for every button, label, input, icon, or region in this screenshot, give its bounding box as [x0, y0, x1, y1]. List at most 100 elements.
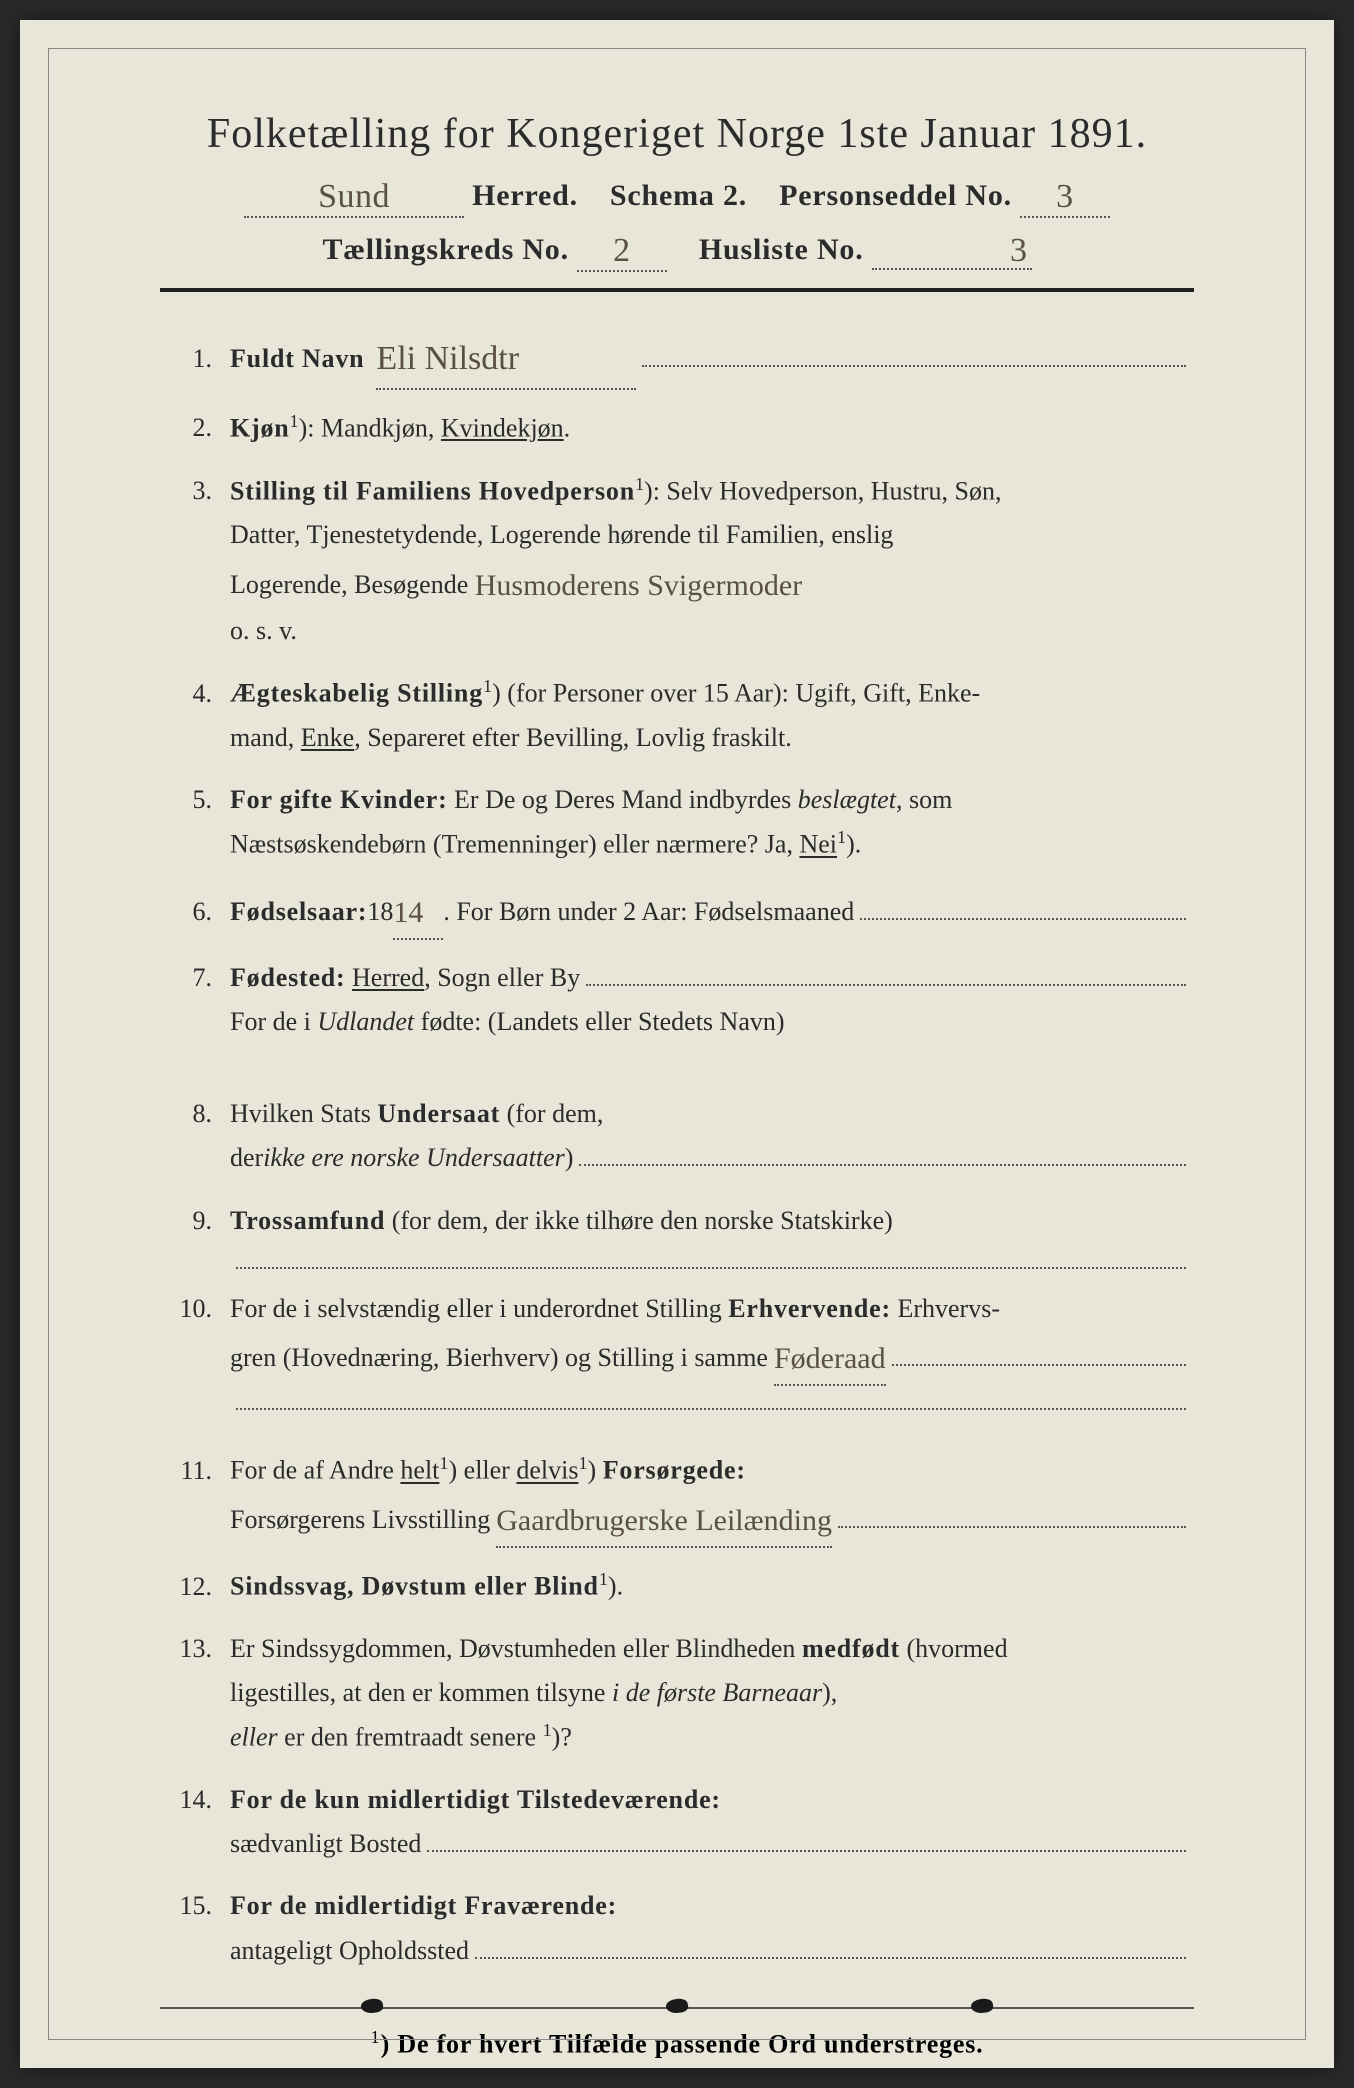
q3-label: Stilling til Familiens Hovedperson [230, 476, 635, 505]
q2-sup: 1 [290, 411, 299, 431]
q11-u1: helt [400, 1456, 439, 1485]
q8-line2a: der [230, 1136, 263, 1180]
q11-fill [838, 1502, 1186, 1528]
q4: 4. Ægteskabelig Stilling1) (for Personer… [168, 671, 1186, 760]
q3-line4: o. s. v. [230, 616, 297, 645]
herred-label: Herred. [472, 179, 578, 212]
q12-num: 12. [168, 1565, 230, 1609]
footnote-text: ) De for hvert Tilfælde passende Ord und… [381, 2029, 984, 2058]
q8-italic: ikke ere norske Undersaatter [263, 1136, 565, 1180]
q14-label: For de kun midlertidigt Tilstedeværende: [230, 1785, 721, 1814]
q11-line2a: Forsørgerens Livsstilling [230, 1498, 490, 1542]
header-block: Folketælling for Kongeriget Norge 1ste J… [120, 110, 1234, 270]
q4-line1: ) (for Personer over 15 Aar): Ugift, Gif… [492, 679, 980, 708]
q2-text-b: . [564, 413, 571, 442]
q11-hand: Gaardbrugerske Leilænding [496, 1495, 832, 1548]
q7-underlined: Herred [352, 956, 424, 1000]
q10-line2: gren (Hovednæring, Bierhverv) og Stillin… [230, 1336, 768, 1380]
q2: 2. Kjøn1): Mandkjøn, Kvindekjøn. [168, 406, 1186, 451]
q7-line2a: For de i [230, 1007, 317, 1036]
q13-line3c: )? [552, 1723, 572, 1752]
q2-text-a: ): Mandkjøn, [299, 413, 441, 442]
q5-italic: beslægtet [798, 785, 896, 814]
q5-label: For gifte Kvinder: [230, 785, 448, 814]
q11-num: 11. [168, 1449, 230, 1493]
q6-text2: . For Børn under 2 Aar: Fødselsmaaned [443, 890, 854, 934]
husliste-hand: 3 [872, 230, 1032, 270]
personseddel-label: Personseddel No. [779, 179, 1012, 212]
q10-fill2 [236, 1384, 1186, 1410]
q12-sup: 1 [599, 1569, 608, 1589]
q15-fill [475, 1933, 1186, 1959]
q5-line2a: Næstsøskendebørn (Tremenninger) eller næ… [230, 830, 799, 859]
q11-sup1: 1 [439, 1453, 448, 1473]
kreds-hand: 2 [577, 232, 667, 272]
q10-hand: Føderaad [774, 1333, 886, 1386]
q5-line2b: ). [846, 830, 861, 859]
q14: 14. For de kun midlertidigt Tilstedevære… [168, 1778, 1186, 1866]
schema-label: Schema 2. [610, 179, 747, 212]
q8-fill [579, 1140, 1186, 1166]
q9-fill [236, 1243, 1186, 1269]
footnote-sup: 1 [371, 2027, 381, 2047]
q8: 8. Hvilken Stats Undersaat (for dem, der… [168, 1092, 1186, 1180]
footnote: 1) De for hvert Tilfælde passende Ord un… [120, 2027, 1234, 2060]
q10-line1b: Erhvervs- [891, 1294, 1000, 1323]
ink-blot-icon [360, 1998, 384, 2015]
q13-line3b: er den fremtraadt senere [278, 1723, 543, 1752]
census-form-page: Folketælling for Kongeriget Norge 1ste J… [20, 20, 1334, 2068]
q1-num: 1. [168, 337, 230, 381]
q15-label: For de midlertidigt Fraværende: [230, 1891, 617, 1920]
q9-num: 9. [168, 1199, 230, 1243]
q11-u2: delvis [516, 1456, 578, 1485]
ink-blots [20, 1999, 1334, 2013]
q14-num: 14. [168, 1778, 230, 1822]
q15-num: 15. [168, 1884, 230, 1928]
q5: 5. For gifte Kvinder: Er De og Deres Man… [168, 778, 1186, 867]
q13-line2b: ), [822, 1678, 837, 1707]
q13-num: 13. [168, 1627, 230, 1671]
q10-line1a: For de i selvstændig eller i underordnet… [230, 1294, 728, 1323]
q6-year-hand: 14 [393, 887, 443, 940]
q7-num: 7. [168, 956, 230, 1000]
q10-num: 10. [168, 1287, 230, 1331]
q5-underlined: Nei [799, 830, 837, 859]
q7-italic: Udlandet [317, 1007, 414, 1036]
q1-label: Fuldt Navn [230, 337, 364, 381]
q6-fill [860, 894, 1186, 920]
q5-num: 5. [168, 778, 230, 822]
q11: 11. For de af Andre helt1) eller delvis1… [168, 1448, 1186, 1546]
q4-line2a: mand, [230, 723, 301, 752]
q13-line1b: (hvormed [900, 1634, 1008, 1663]
husliste-label: Husliste No. [699, 233, 864, 266]
q8-line2b: ) [565, 1136, 574, 1180]
q7: 7. Fødested: Herred, Sogn eller By For d… [168, 956, 1186, 1044]
q8-label: Undersaat [377, 1099, 500, 1128]
q2-label: Kjøn [230, 413, 290, 442]
q6-label: Fødselsaar: [230, 890, 367, 934]
ink-blot-icon [665, 1998, 689, 2015]
q8-line1: Hvilken Stats [230, 1099, 377, 1128]
q15: 15. For de midlertidigt Fraværende: anta… [168, 1884, 1186, 1972]
q7-label: Fødested: [230, 956, 346, 1000]
q2-underlined: Kvindekjøn [441, 413, 564, 442]
q14-line2: sædvanligt Bosted [230, 1822, 421, 1866]
q14-fill [427, 1826, 1186, 1852]
herred-handwritten: Sund [244, 178, 464, 218]
q12: 12. Sindssvag, Døvstum eller Blind1). [168, 1564, 1186, 1609]
q9-label: Trossamfund [230, 1206, 385, 1235]
q3: 3. Stilling til Familiens Hovedperson1):… [168, 469, 1186, 653]
q6-num: 6. [168, 890, 230, 934]
ink-blot-icon [970, 1998, 994, 2015]
q4-sup: 1 [483, 676, 492, 696]
q13-italic2: i de første Barneaar [612, 1678, 822, 1707]
q10-fill [892, 1340, 1186, 1366]
q5-sup: 1 [837, 827, 846, 847]
q8-line1b: (for dem, [500, 1099, 603, 1128]
q11-line1a: For de af Andre [230, 1456, 400, 1485]
personseddel-hand: 3 [1020, 178, 1110, 218]
q3-sup: 1 [635, 474, 644, 494]
q11-sup2: 1 [578, 1453, 587, 1473]
q5-line1: Er De og Deres Mand indbyrdes [448, 785, 798, 814]
q13-line1a: Er Sindssygdommen, Døvstumheden eller Bl… [230, 1634, 802, 1663]
